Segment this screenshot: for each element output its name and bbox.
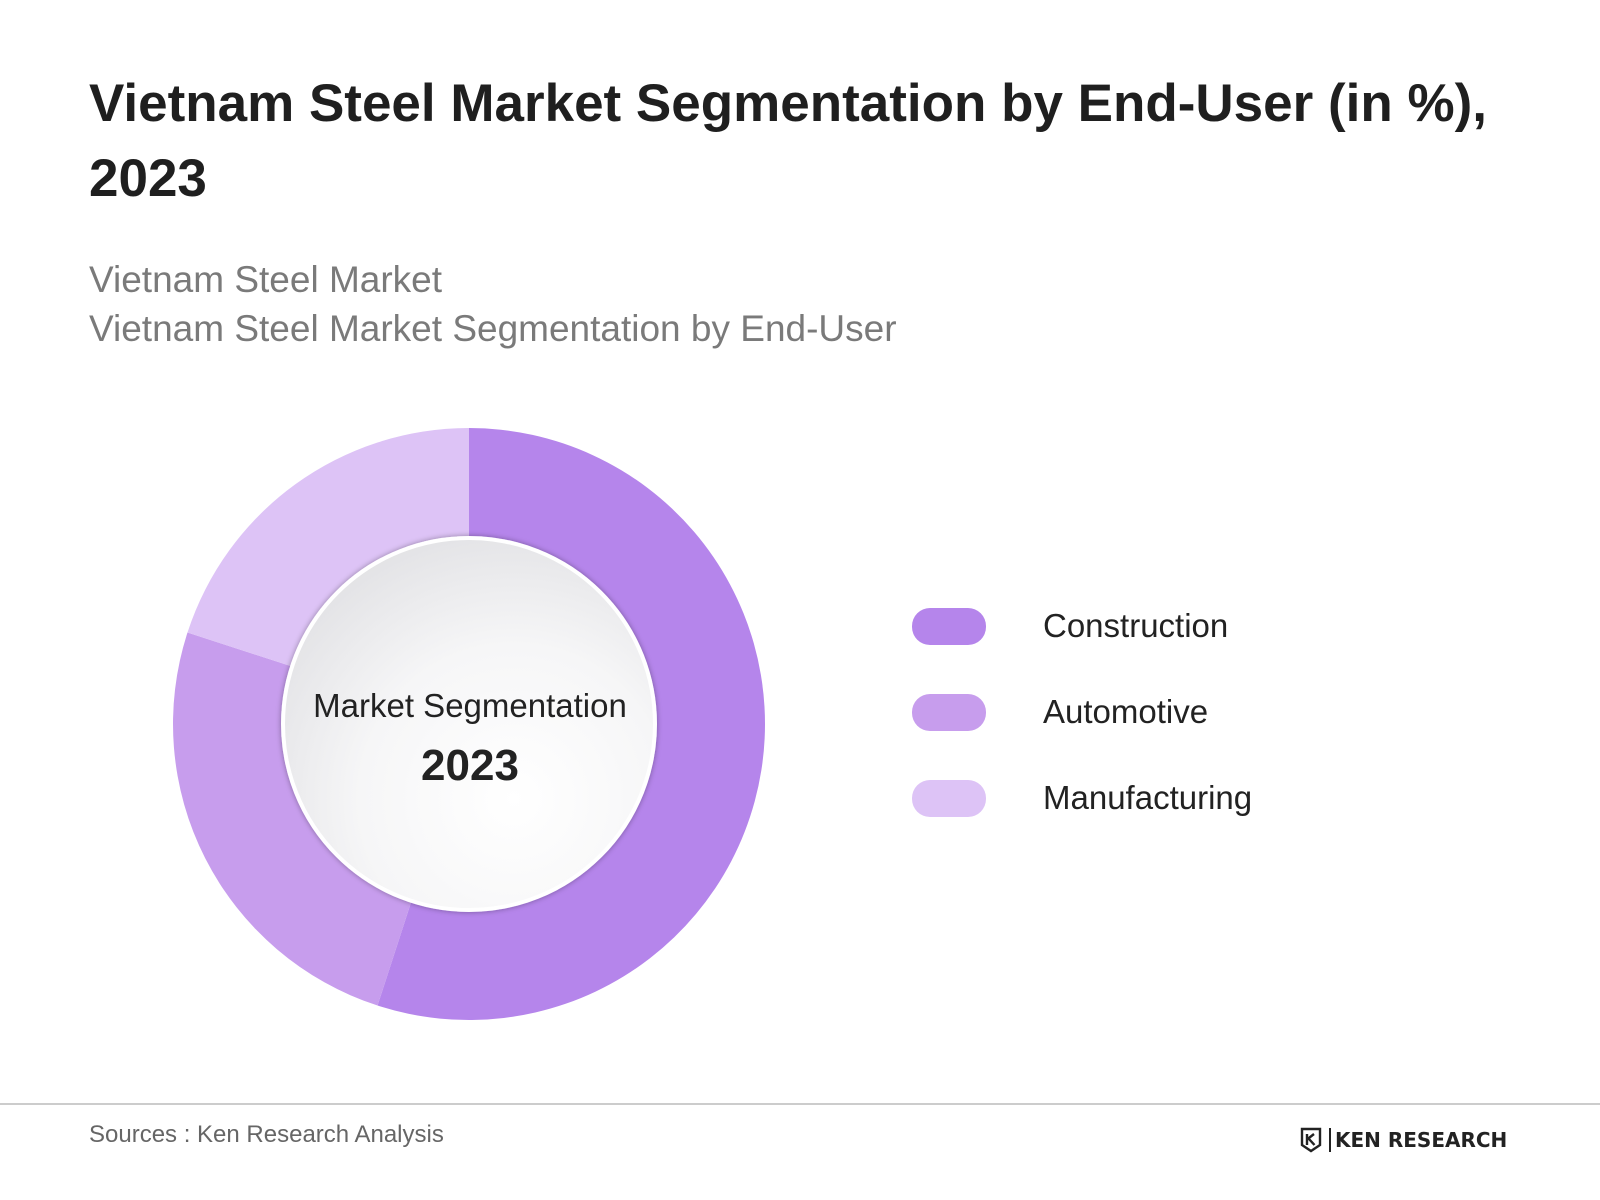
legend-swatch-construction <box>912 608 986 645</box>
donut-slice-automotive <box>172 632 412 1006</box>
ken-research-logo: KEN RESEARCH <box>1299 1125 1507 1155</box>
donut-center-disc <box>281 536 657 912</box>
source-note: Sources : Ken Research Analysis <box>89 1121 444 1148</box>
legend-item-automotive: Automotive <box>912 692 1332 732</box>
ken-research-logo-text: KEN RESEARCH <box>1335 1128 1508 1152</box>
legend-item-manufacturing: Manufacturing <box>912 778 1332 818</box>
ken-research-logo-icon <box>1300 1127 1322 1153</box>
legend-swatch-manufacturing <box>912 780 986 817</box>
donut-slices <box>172 428 765 1020</box>
chart-title: Vietnam Steel Market Segmentation by End… <box>89 74 1487 208</box>
legend-label-construction: Construction <box>1043 607 1229 644</box>
ken-research-logo-separator <box>1329 1128 1331 1152</box>
chart-subtitle-line-1: Vietnam Steel Market <box>89 259 443 300</box>
legend-label-automotive: Automotive <box>1043 693 1209 730</box>
donut-center-label: Market Segmentation <box>313 687 627 724</box>
legend-swatch-automotive <box>912 694 986 731</box>
legend-item-construction: Construction <box>912 606 1332 646</box>
footer-divider <box>0 1103 1600 1105</box>
chart-subtitle-line-2: Vietnam Steel Market Segmentation by End… <box>89 308 897 349</box>
donut-slice-construction <box>377 428 765 1020</box>
donut-slice-manufacturing <box>187 428 469 667</box>
legend-label-manufacturing: Manufacturing <box>1043 779 1253 816</box>
donut-center-year: 2023 <box>421 741 519 790</box>
